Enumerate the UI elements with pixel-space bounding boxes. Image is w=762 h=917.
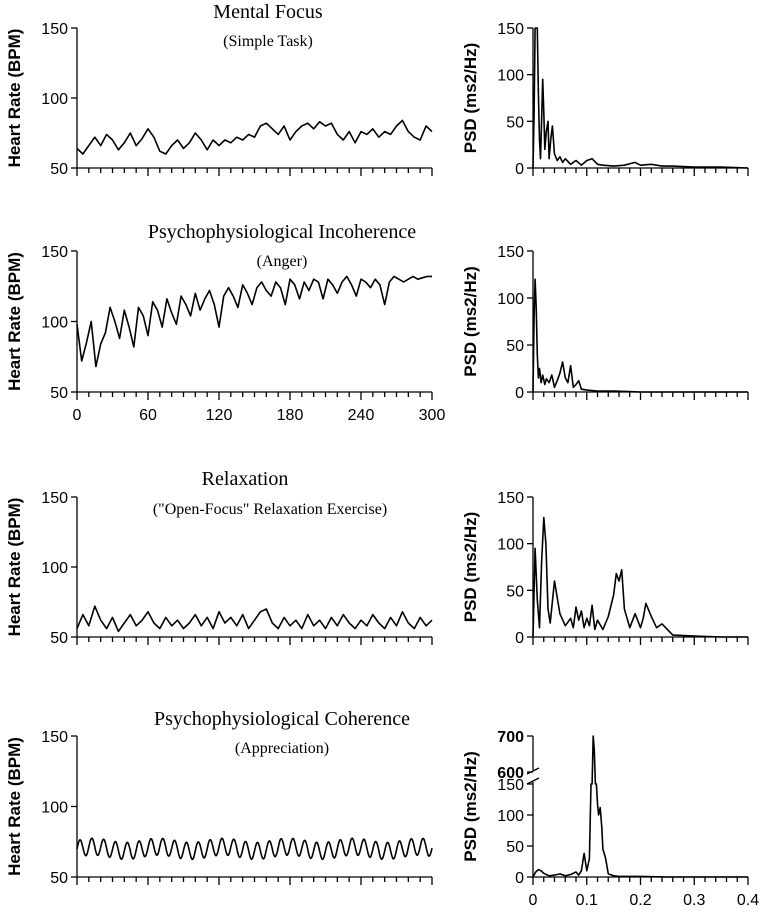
x-tick-label: 180 [277,407,304,424]
panel-title: Mental Focus [213,1,323,23]
y-axis-title: PSD (ms2/Hz) [461,266,480,377]
y-tick-label: 50 [50,630,68,647]
panel-7: 50 100 150 Heart Rate (BPM) Psychophysiologi… [5,708,433,887]
y-tick-label: 50 [50,161,68,178]
panel-5: 50 100 150 Heart Rate (BPM) Relaxation ("Open… [5,468,433,647]
y-tick-label: 100 [41,91,68,108]
axis-break-mark [526,777,540,785]
y-tick-label: 100 [41,800,68,817]
y-tick-label: 100 [497,808,524,825]
y-tick-label: 0 [515,385,524,402]
panel-title: Psychophysiological Incoherence [148,221,416,243]
y-tick-label: 0 [515,870,524,887]
y-tick-label: 100 [497,537,524,554]
x-tick-label: 120 [206,407,233,424]
y-tick-label: 50 [506,338,524,355]
panel-subtitle: (Simple Task) [223,33,313,50]
y-axis-title: PSD (ms2/Hz) [461,43,480,154]
panel-2: 0 50 100 150 PSD (ms2/Hz) [461,21,749,178]
panel-title: Psychophysiological Coherence [154,708,410,730]
y-tick-label: 150 [497,777,524,794]
y-tick-label: 700 [497,729,524,746]
y-axis-title: PSD (ms2/Hz) [461,751,480,862]
y-tick-label: 150 [497,244,524,261]
panel-3: 50 100 150 0 60 120 180 240 300 Heart Rate (BPM) P… [5,221,445,424]
y-tick-label: 50 [506,114,524,131]
data-series-line [76,837,433,861]
axis-break-mark [526,767,540,775]
y-axis-title: Heart Rate (BPM) [5,29,24,168]
y-axis-title: Heart Rate (BPM) [5,252,24,391]
x-tick-label: 0 [529,892,538,909]
panel-title: Relaxation [202,468,289,490]
y-tick-label: 100 [41,315,68,332]
data-series-line [532,735,748,878]
y-tick-label: 600 [497,765,524,782]
panel-6: 0 50 100 150 PSD (ms2/Hz) [461,490,749,647]
y-tick-label: 150 [41,21,68,38]
y-tick-label: 150 [41,244,68,261]
y-tick-label: 150 [41,490,68,507]
x-tick-label: 0 [73,407,82,424]
x-tick-label: 240 [348,407,375,424]
y-tick-label: 100 [497,68,524,85]
data-series-line [76,605,433,633]
x-tick-label: 0.3 [683,892,705,909]
y-tick-label: 150 [497,490,524,507]
x-tick-label: 300 [419,407,446,424]
x-tick-label: 0.1 [576,892,598,909]
y-tick-label: 150 [497,21,524,38]
x-tick-label: 0.2 [629,892,651,909]
x-tick-label: 60 [139,407,157,424]
y-tick-label: 50 [50,870,68,887]
y-tick-label: 0 [515,161,524,178]
y-tick-label: 50 [506,583,524,600]
panel-1: 50 100 150 Heart Rate (BPM) Mental Focus (Sim… [5,1,433,178]
y-tick-label: 50 [506,839,524,856]
y-tick-label: 100 [497,291,524,308]
panel-subtitle: (Anger) [257,253,308,270]
y-axis-title: PSD (ms2/Hz) [461,512,480,623]
y-tick-label: 0 [515,630,524,647]
y-tick-label: 50 [50,385,68,402]
panel-subtitle: (Appreciation) [235,740,329,757]
y-axis-title: Heart Rate (BPM) [5,737,24,876]
y-tick-label: 100 [41,560,68,577]
data-series-line [76,119,433,155]
data-series-line [532,278,748,393]
x-tick-label: 0.4 [737,892,759,909]
y-tick-label: 150 [41,729,68,746]
panel-4: 0 50 100 150 PSD (ms2/Hz) [461,244,749,402]
data-series-line [532,27,749,169]
panel-subtitle: ("Open-Focus" Relaxation Exercise) [153,501,387,518]
y-axis-title: Heart Rate (BPM) [5,498,24,637]
data-series-line [532,516,748,638]
data-series-line [76,275,432,368]
